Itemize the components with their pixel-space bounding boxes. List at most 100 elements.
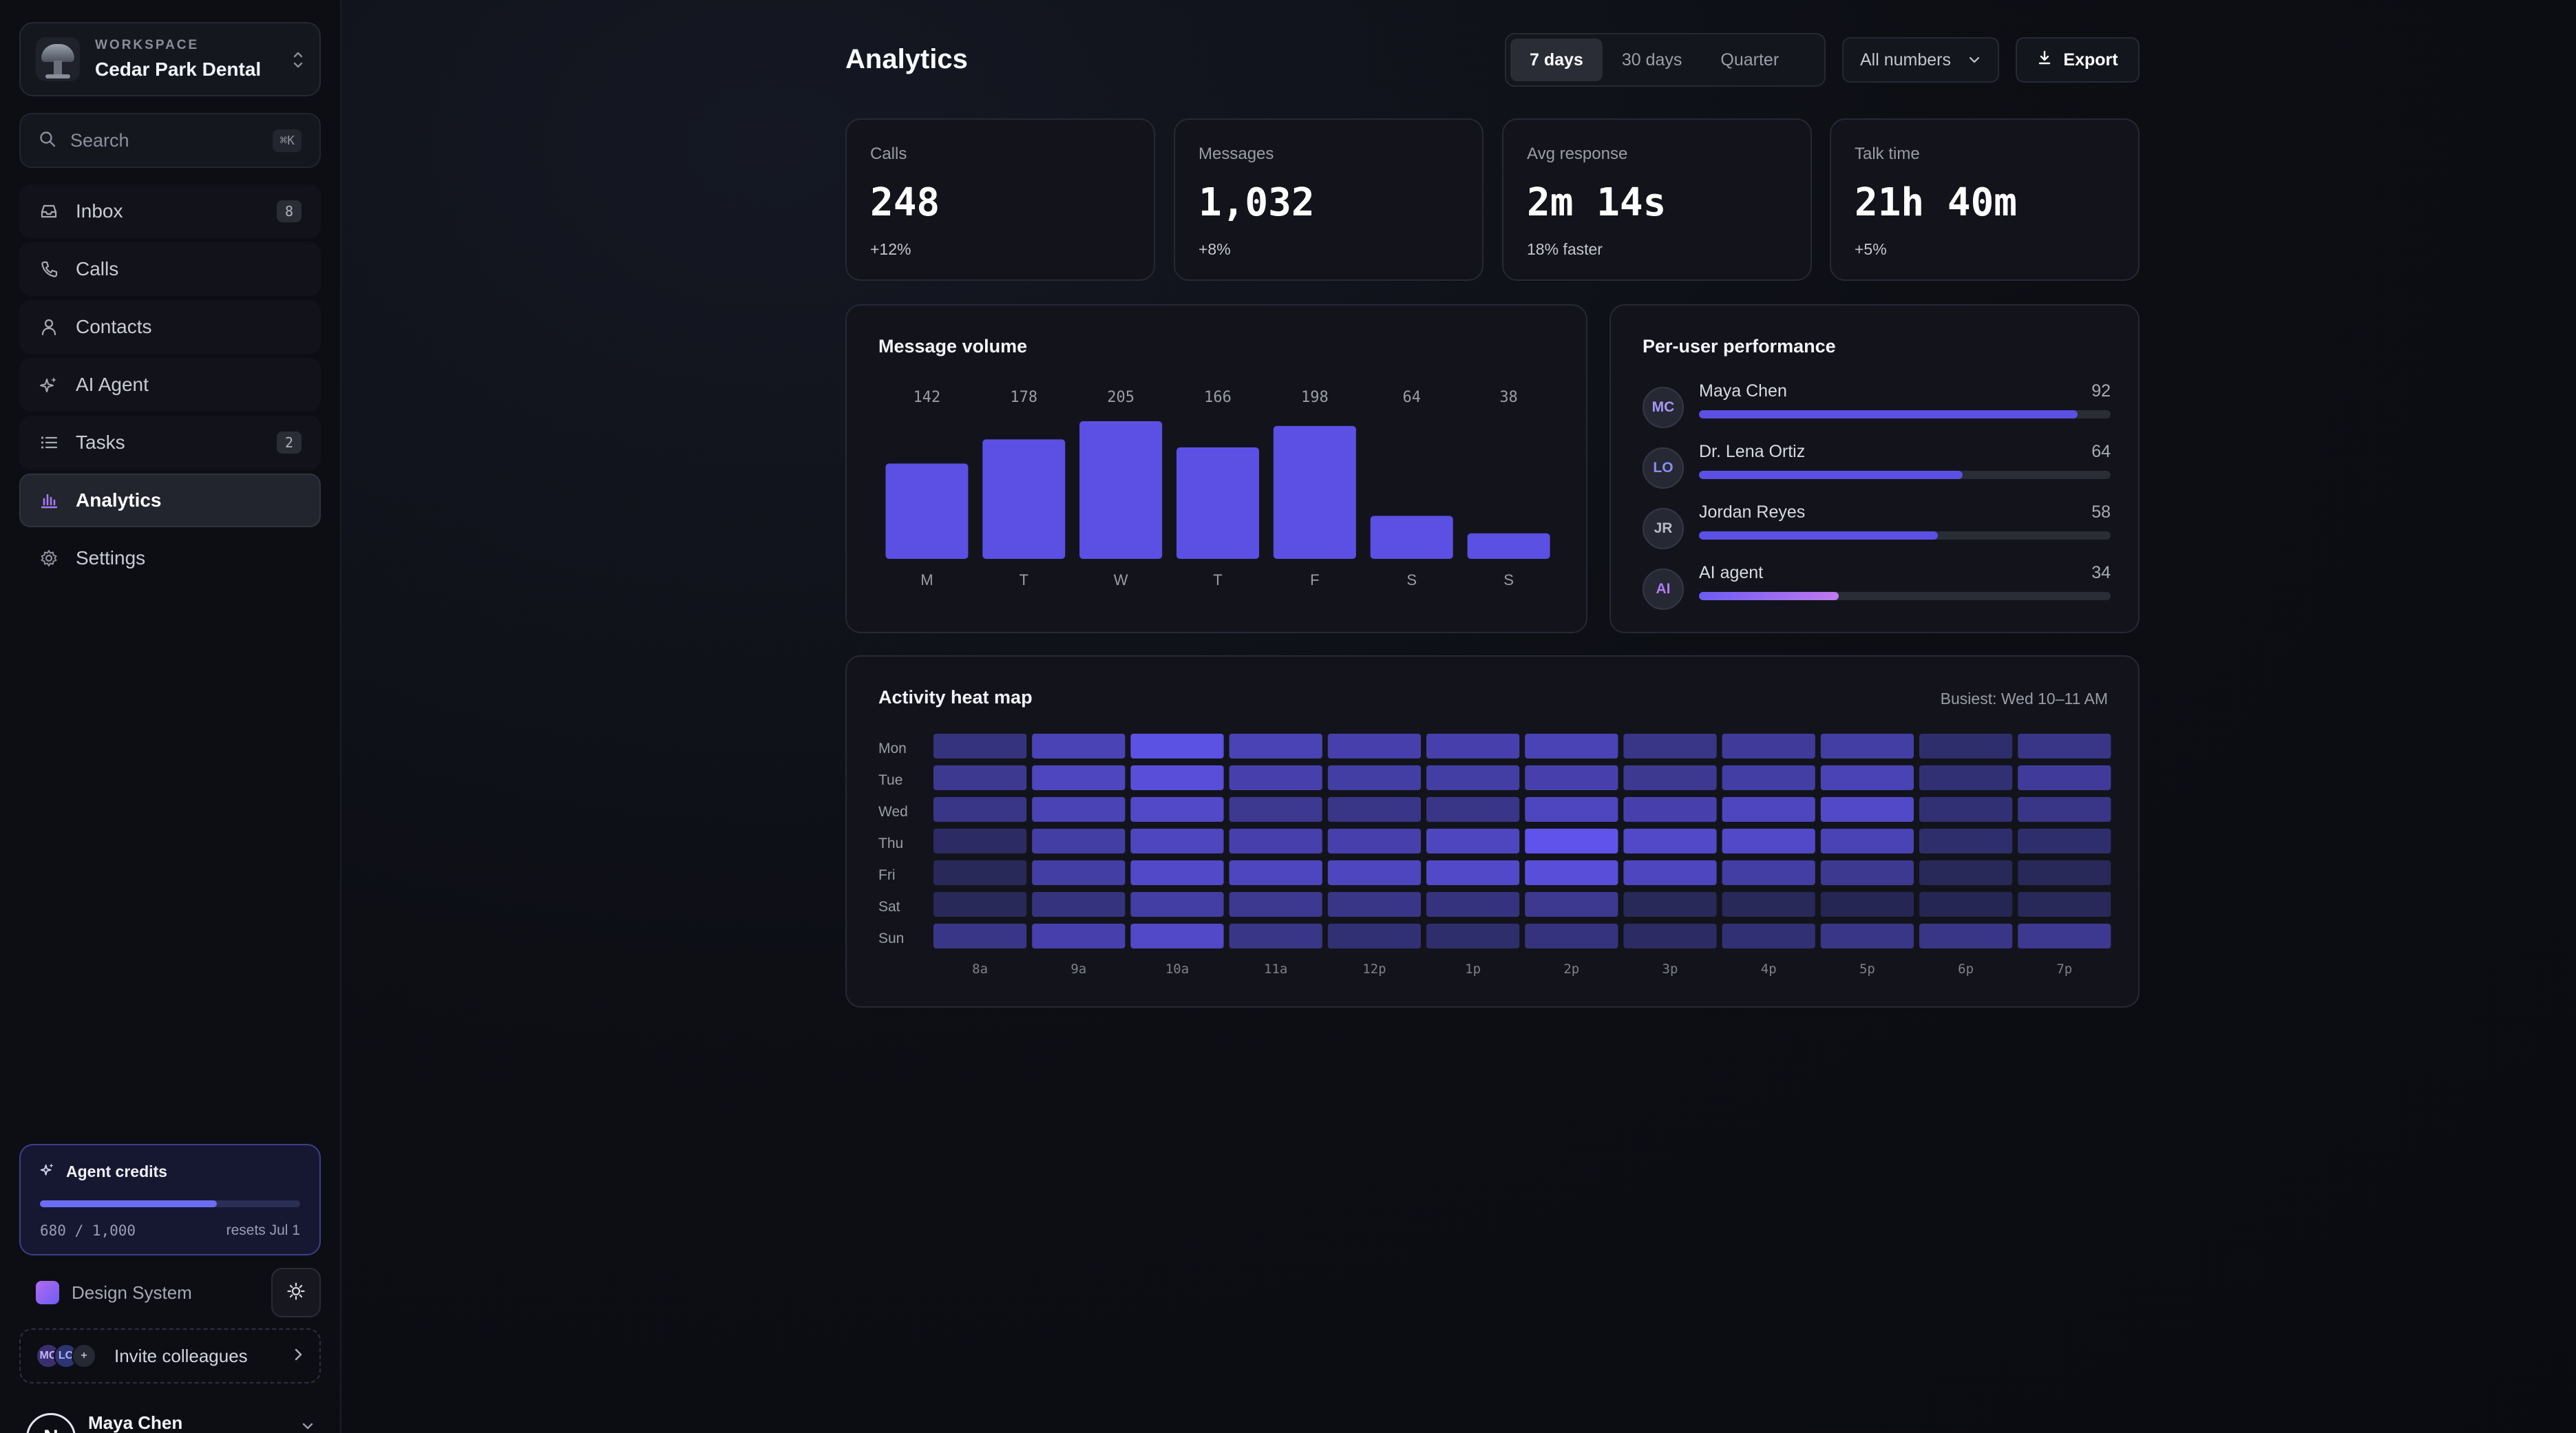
heatmap-cell[interactable] <box>1426 924 1520 948</box>
heatmap-cell[interactable] <box>1525 797 1618 822</box>
bar[interactable] <box>1176 447 1259 559</box>
export-button[interactable]: Export <box>2016 37 2140 83</box>
heatmap-cell[interactable] <box>933 829 1027 853</box>
heatmap-cell[interactable] <box>933 734 1027 758</box>
heatmap-cell[interactable] <box>1525 892 1618 917</box>
heatmap-cell[interactable] <box>1919 829 2013 853</box>
heatmap-cell[interactable] <box>1327 829 1421 853</box>
heatmap-cell[interactable] <box>2018 829 2111 853</box>
heatmap-cell[interactable] <box>1919 734 2013 758</box>
bar[interactable] <box>982 439 1066 559</box>
theme-toggle-button[interactable] <box>271 1268 321 1317</box>
heatmap-cell[interactable] <box>1525 734 1618 758</box>
heatmap-cell[interactable] <box>1722 892 1815 917</box>
heatmap-cell[interactable] <box>1032 829 1126 853</box>
search-input[interactable]: Search ⌘K <box>19 113 321 168</box>
heatmap-cell[interactable] <box>1032 734 1126 758</box>
sidebar-item-settings[interactable]: Settings <box>19 531 321 585</box>
heatmap-cell[interactable] <box>1820 765 1914 790</box>
agent-credits-card[interactable]: Agent credits 680 / 1,000 resets Jul 1 <box>19 1144 321 1255</box>
heatmap-cell[interactable] <box>1623 860 1717 885</box>
bar[interactable] <box>1273 425 1356 559</box>
heatmap-cell[interactable] <box>1722 860 1815 885</box>
heatmap-cell[interactable] <box>1919 797 2013 822</box>
heatmap-cell[interactable] <box>1327 924 1421 948</box>
bar[interactable] <box>1467 533 1550 559</box>
heatmap-cell[interactable] <box>1130 734 1224 758</box>
heatmap-cell[interactable] <box>1722 829 1815 853</box>
heatmap-cell[interactable] <box>1032 892 1126 917</box>
heatmap-cell[interactable] <box>1229 765 1322 790</box>
heatmap-cell[interactable] <box>1130 829 1224 853</box>
heatmap-cell[interactable] <box>1919 860 2013 885</box>
heatmap-cell[interactable] <box>1229 829 1322 853</box>
heatmap-cell[interactable] <box>1722 797 1815 822</box>
sidebar-item-analytics[interactable]: Analytics <box>19 474 321 527</box>
sidebar-item-ai-agent[interactable]: AI Agent <box>19 358 321 412</box>
heatmap-cell[interactable] <box>2018 860 2111 885</box>
heatmap-cell[interactable] <box>1525 860 1618 885</box>
heatmap-cell[interactable] <box>1426 892 1520 917</box>
heatmap-cell[interactable] <box>1229 734 1322 758</box>
heatmap-cell[interactable] <box>1525 765 1618 790</box>
heatmap-cell[interactable] <box>1130 860 1224 885</box>
heatmap-cell[interactable] <box>1623 797 1717 822</box>
heatmap-cell[interactable] <box>1623 734 1717 758</box>
numbers-filter-dropdown[interactable]: All numbers <box>1842 37 1999 83</box>
range-7-days[interactable]: 7 days <box>1510 39 1603 81</box>
user-menu[interactable]: N Maya Chen <box>26 1407 315 1433</box>
heatmap-cell[interactable] <box>1032 924 1126 948</box>
heatmap-cell[interactable] <box>1032 797 1126 822</box>
range-quarter[interactable]: Quarter <box>1720 50 1780 70</box>
invite-colleagues-button[interactable]: MC LO + Invite colleagues <box>19 1328 321 1383</box>
heatmap-cell[interactable] <box>1820 734 1914 758</box>
heatmap-cell[interactable] <box>1426 797 1520 822</box>
heatmap-cell[interactable] <box>1919 924 2013 948</box>
heatmap-cell[interactable] <box>933 860 1027 885</box>
heatmap-cell[interactable] <box>1623 829 1717 853</box>
heatmap-cell[interactable] <box>1623 765 1717 790</box>
heatmap-cell[interactable] <box>1229 860 1322 885</box>
heatmap-cell[interactable] <box>1426 734 1520 758</box>
performance-row[interactable]: AI AI agent 34 <box>1643 563 2111 613</box>
heatmap-cell[interactable] <box>1525 829 1618 853</box>
heatmap-cell[interactable] <box>2018 892 2111 917</box>
heatmap-cell[interactable] <box>1229 892 1322 917</box>
sidebar-item-inbox[interactable]: Inbox 8 <box>19 184 321 238</box>
heatmap-cell[interactable] <box>1426 860 1520 885</box>
heatmap-cell[interactable] <box>1820 892 1914 917</box>
design-system-label[interactable]: Design System <box>72 1282 192 1303</box>
heatmap-cell[interactable] <box>1229 924 1322 948</box>
heatmap-cell[interactable] <box>2018 924 2111 948</box>
heatmap-cell[interactable] <box>1327 860 1421 885</box>
heatmap-cell[interactable] <box>1130 924 1224 948</box>
heatmap-cell[interactable] <box>1032 765 1126 790</box>
heatmap-cell[interactable] <box>1722 765 1815 790</box>
heatmap-cell[interactable] <box>1722 924 1815 948</box>
heatmap-cell[interactable] <box>1623 924 1717 948</box>
heatmap-cell[interactable] <box>1820 860 1914 885</box>
heatmap-cell[interactable] <box>2018 734 2111 758</box>
heatmap-cell[interactable] <box>933 892 1027 917</box>
performance-row[interactable]: JR Jordan Reyes 58 <box>1643 502 2111 552</box>
heatmap-cell[interactable] <box>1722 734 1815 758</box>
bar[interactable] <box>1079 421 1163 559</box>
heatmap-cell[interactable] <box>1327 797 1421 822</box>
heatmap-cell[interactable] <box>1130 765 1224 790</box>
heatmap-cell[interactable] <box>1820 797 1914 822</box>
heatmap-cell[interactable] <box>1426 829 1520 853</box>
sidebar-item-tasks[interactable]: Tasks 2 <box>19 416 321 469</box>
heatmap-cell[interactable] <box>1327 734 1421 758</box>
heatmap-cell[interactable] <box>2018 765 2111 790</box>
heatmap-cell[interactable] <box>2018 797 2111 822</box>
heatmap-cell[interactable] <box>1032 860 1126 885</box>
performance-row[interactable]: MC Maya Chen 92 <box>1643 381 2111 431</box>
heatmap-cell[interactable] <box>1130 892 1224 917</box>
heatmap-cell[interactable] <box>933 797 1027 822</box>
heatmap-cell[interactable] <box>1327 765 1421 790</box>
heatmap-cell[interactable] <box>1525 924 1618 948</box>
sidebar-item-calls[interactable]: Calls <box>19 242 321 296</box>
range-30-days[interactable]: 30 days <box>1621 50 1682 70</box>
heatmap-cell[interactable] <box>1130 797 1224 822</box>
sidebar-item-contacts[interactable]: Contacts <box>19 300 321 354</box>
